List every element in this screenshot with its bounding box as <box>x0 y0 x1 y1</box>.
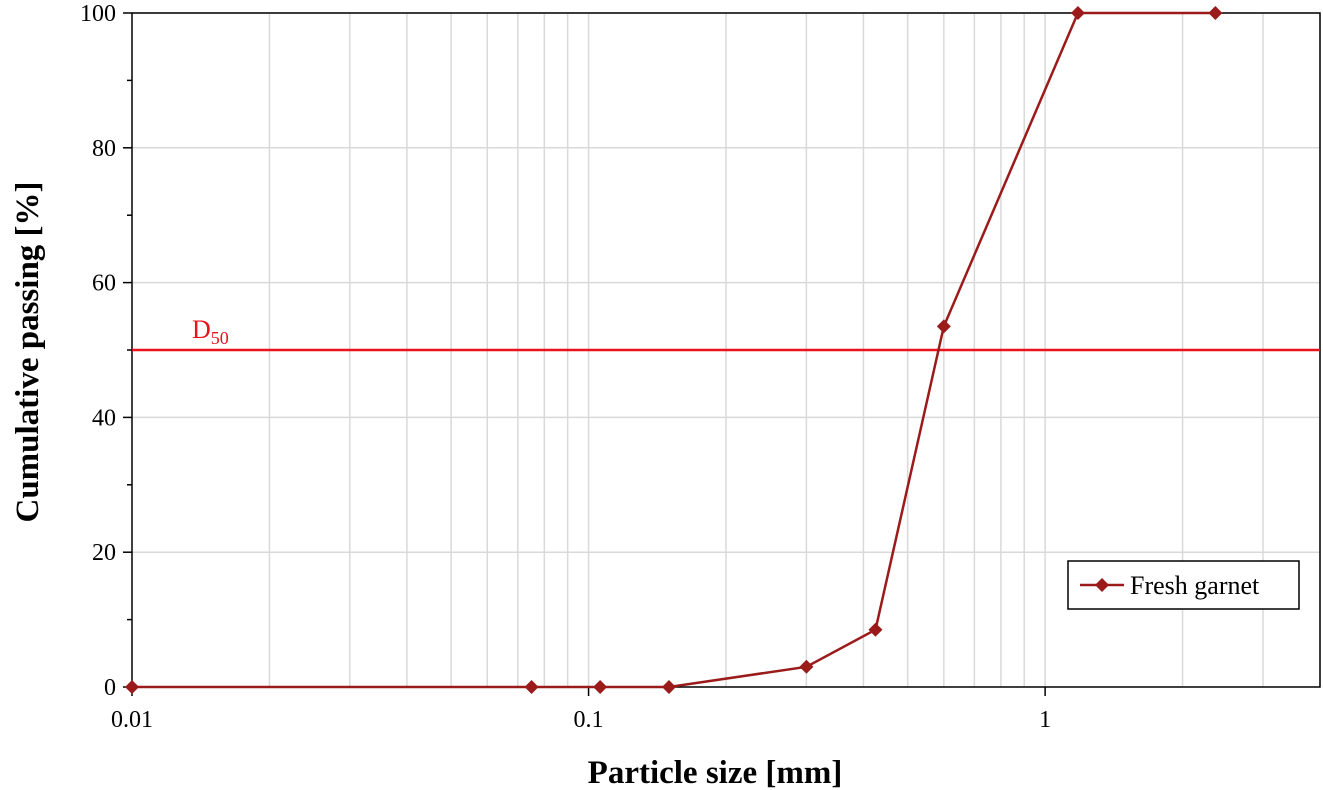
y-tick-label: 60 <box>92 271 116 297</box>
d50-label-main: D <box>192 315 211 344</box>
data-point <box>593 680 608 694</box>
data-point <box>661 680 676 694</box>
d50-label: D50 <box>192 315 229 348</box>
data-point <box>1070 6 1085 20</box>
legend: Fresh garnet <box>1067 560 1300 610</box>
tick-labels: 0 20 40 60 80 100 0.01 0.1 1 <box>80 1 1051 733</box>
x-tick-label: 1 <box>1039 707 1051 733</box>
d50-label-sub: 50 <box>211 328 229 348</box>
x-tick-label: 0.01 <box>111 707 153 733</box>
legend-label: Fresh garnet <box>1130 571 1260 600</box>
y-tick-label: 100 <box>80 1 116 27</box>
data-point <box>524 680 539 694</box>
y-axis-title: Cumulative passing [%] <box>10 181 46 522</box>
x-axis-title: Particle size [mm] <box>588 755 843 790</box>
y-tick-label: 40 <box>92 405 116 431</box>
data-point <box>936 319 951 334</box>
d50-reference: D50 <box>132 315 1320 352</box>
data-point <box>1208 6 1223 20</box>
y-tick-label: 20 <box>92 540 116 566</box>
series-group <box>125 6 1223 694</box>
data-point <box>799 659 814 674</box>
x-tick-label: 0.1 <box>574 707 604 733</box>
legend-box <box>1067 560 1300 610</box>
y-tick-label: 0 <box>104 675 116 701</box>
data-point <box>868 622 883 637</box>
y-tick-label: 80 <box>92 136 116 162</box>
data-point <box>125 680 139 694</box>
legend-marker-sample <box>1095 578 1109 592</box>
